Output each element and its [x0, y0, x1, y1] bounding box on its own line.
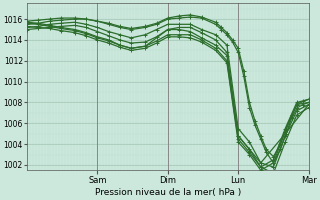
X-axis label: Pression niveau de la mer( hPa ): Pression niveau de la mer( hPa ): [95, 188, 241, 197]
